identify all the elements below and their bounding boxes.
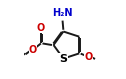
Text: S: S: [59, 54, 67, 64]
Text: H₂N: H₂N: [52, 8, 73, 18]
Text: O: O: [37, 23, 45, 33]
Text: O: O: [29, 45, 37, 55]
Text: O: O: [85, 52, 93, 62]
